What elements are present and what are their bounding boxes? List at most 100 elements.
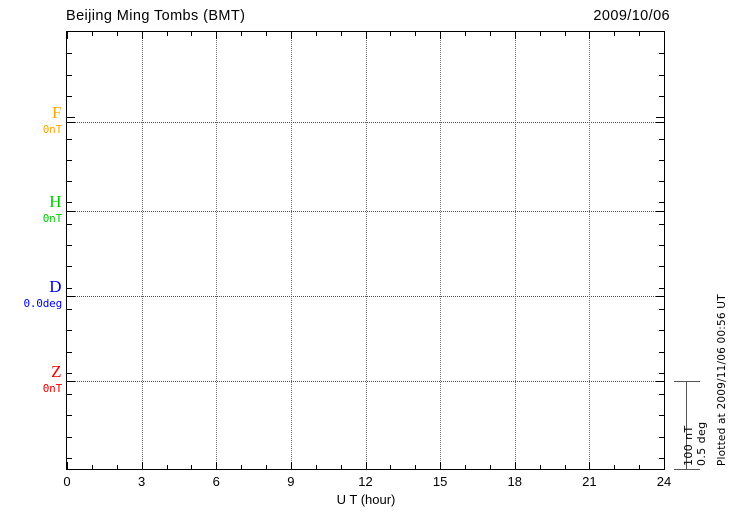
x-tick-label: 24 xyxy=(656,474,672,489)
y-tick xyxy=(67,458,72,459)
plot-area xyxy=(66,31,665,470)
x-tick xyxy=(266,465,267,469)
y-tick xyxy=(67,202,72,203)
y-tick-major xyxy=(67,296,75,297)
x-tick xyxy=(290,462,292,469)
y-tick xyxy=(67,330,72,331)
x-tick-top xyxy=(191,32,193,36)
gridline-vertical xyxy=(589,32,591,469)
x-tick-label: 9 xyxy=(287,474,295,489)
y-tick-right xyxy=(659,394,664,395)
y-tick xyxy=(67,266,72,267)
x-tick-top xyxy=(539,32,541,36)
gridline-vertical xyxy=(141,32,143,469)
component-baseline-value: 0nT xyxy=(42,212,62,225)
y-tick xyxy=(67,373,72,374)
gridline-vertical xyxy=(514,32,516,469)
x-tick xyxy=(241,465,243,469)
gridline-vertical xyxy=(440,32,442,469)
y-tick xyxy=(67,437,72,438)
y-tick-right xyxy=(659,330,664,331)
y-tick-major-right xyxy=(656,211,664,212)
x-tick-top xyxy=(141,32,143,39)
component-label-z: Z 0nT xyxy=(43,363,62,394)
y-tick xyxy=(67,96,72,97)
x-tick xyxy=(315,465,317,469)
scale-bar-label-nt: 100 nT xyxy=(682,425,695,466)
component-name: D xyxy=(49,277,62,296)
x-tick xyxy=(141,462,143,469)
x-tick-top xyxy=(465,32,466,36)
y-tick-major xyxy=(67,122,75,123)
component-label-h: H 0nT xyxy=(43,193,62,224)
x-tick-label: 0 xyxy=(63,474,71,489)
y-tick-right xyxy=(659,437,664,438)
y-tick-right xyxy=(659,75,664,76)
y-tick-right xyxy=(659,181,664,182)
x-tick-top xyxy=(489,32,491,36)
y-tick-right xyxy=(659,266,664,267)
component-name: H xyxy=(49,192,62,211)
y-tick-right xyxy=(659,160,664,161)
component-name: Z xyxy=(51,362,62,381)
y-tick xyxy=(67,309,72,310)
x-tick xyxy=(91,465,93,469)
y-tick-right xyxy=(659,458,664,459)
x-tick-top xyxy=(266,32,267,36)
component-baseline-value: 0nT xyxy=(42,382,62,395)
y-tick-right xyxy=(659,373,664,374)
y-tick-right xyxy=(659,53,664,54)
x-tick-top xyxy=(290,32,292,39)
x-tick xyxy=(589,462,591,469)
y-tick xyxy=(67,288,72,289)
y-tick-right xyxy=(659,96,664,97)
y-tick-right xyxy=(659,415,664,416)
y-tick-right xyxy=(659,202,664,203)
x-tick-label: 21 xyxy=(582,474,597,489)
x-tick xyxy=(639,465,641,469)
x-tick xyxy=(415,465,417,469)
component-label-d: D 0.0deg xyxy=(23,278,62,309)
plotted-at-stamp: Plotted at 2009/11/06 00:56 UT xyxy=(716,294,728,466)
baseline-z xyxy=(67,381,664,382)
x-tick xyxy=(191,465,193,469)
y-tick-major xyxy=(67,381,75,382)
gridline-vertical xyxy=(365,32,367,469)
x-tick-top xyxy=(639,32,641,36)
y-tick xyxy=(67,117,75,118)
scale-bar-label: 100 nT 0.5 deg xyxy=(682,396,708,466)
component-baseline-value: 0nT xyxy=(42,123,62,136)
y-tick-right xyxy=(659,139,664,140)
scale-bar-cap-top xyxy=(674,381,700,382)
x-tick-top xyxy=(241,32,243,36)
x-tick xyxy=(390,465,392,469)
component-baseline-value: 0.0deg xyxy=(23,297,62,310)
x-tick xyxy=(514,462,516,469)
x-tick-top xyxy=(415,32,417,36)
x-tick-label: 12 xyxy=(358,474,373,489)
x-tick-top xyxy=(166,32,168,36)
y-tick-right xyxy=(659,245,664,246)
y-tick-major-right xyxy=(656,296,664,297)
x-tick xyxy=(216,462,218,469)
x-tick xyxy=(465,465,466,469)
x-tick xyxy=(166,465,168,469)
y-tick-right xyxy=(659,309,664,310)
scale-bar-cap-bottom xyxy=(674,469,700,470)
x-tick xyxy=(67,462,68,469)
component-name: F xyxy=(52,103,62,122)
x-tick-top xyxy=(315,32,317,36)
observation-date: 2009/10/06 xyxy=(593,8,670,24)
baseline-h xyxy=(67,211,664,212)
x-tick xyxy=(116,465,118,469)
scale-bar xyxy=(674,381,700,470)
x-tick-top xyxy=(514,32,516,39)
x-tick-label: 3 xyxy=(138,474,146,489)
x-tick-top xyxy=(365,32,367,39)
scale-bar-label-deg: 0.5 deg xyxy=(694,421,708,466)
x-tick-label: 6 xyxy=(212,474,220,489)
y-tick-major xyxy=(67,211,75,212)
y-tick xyxy=(67,181,72,182)
y-tick-right xyxy=(659,352,664,353)
